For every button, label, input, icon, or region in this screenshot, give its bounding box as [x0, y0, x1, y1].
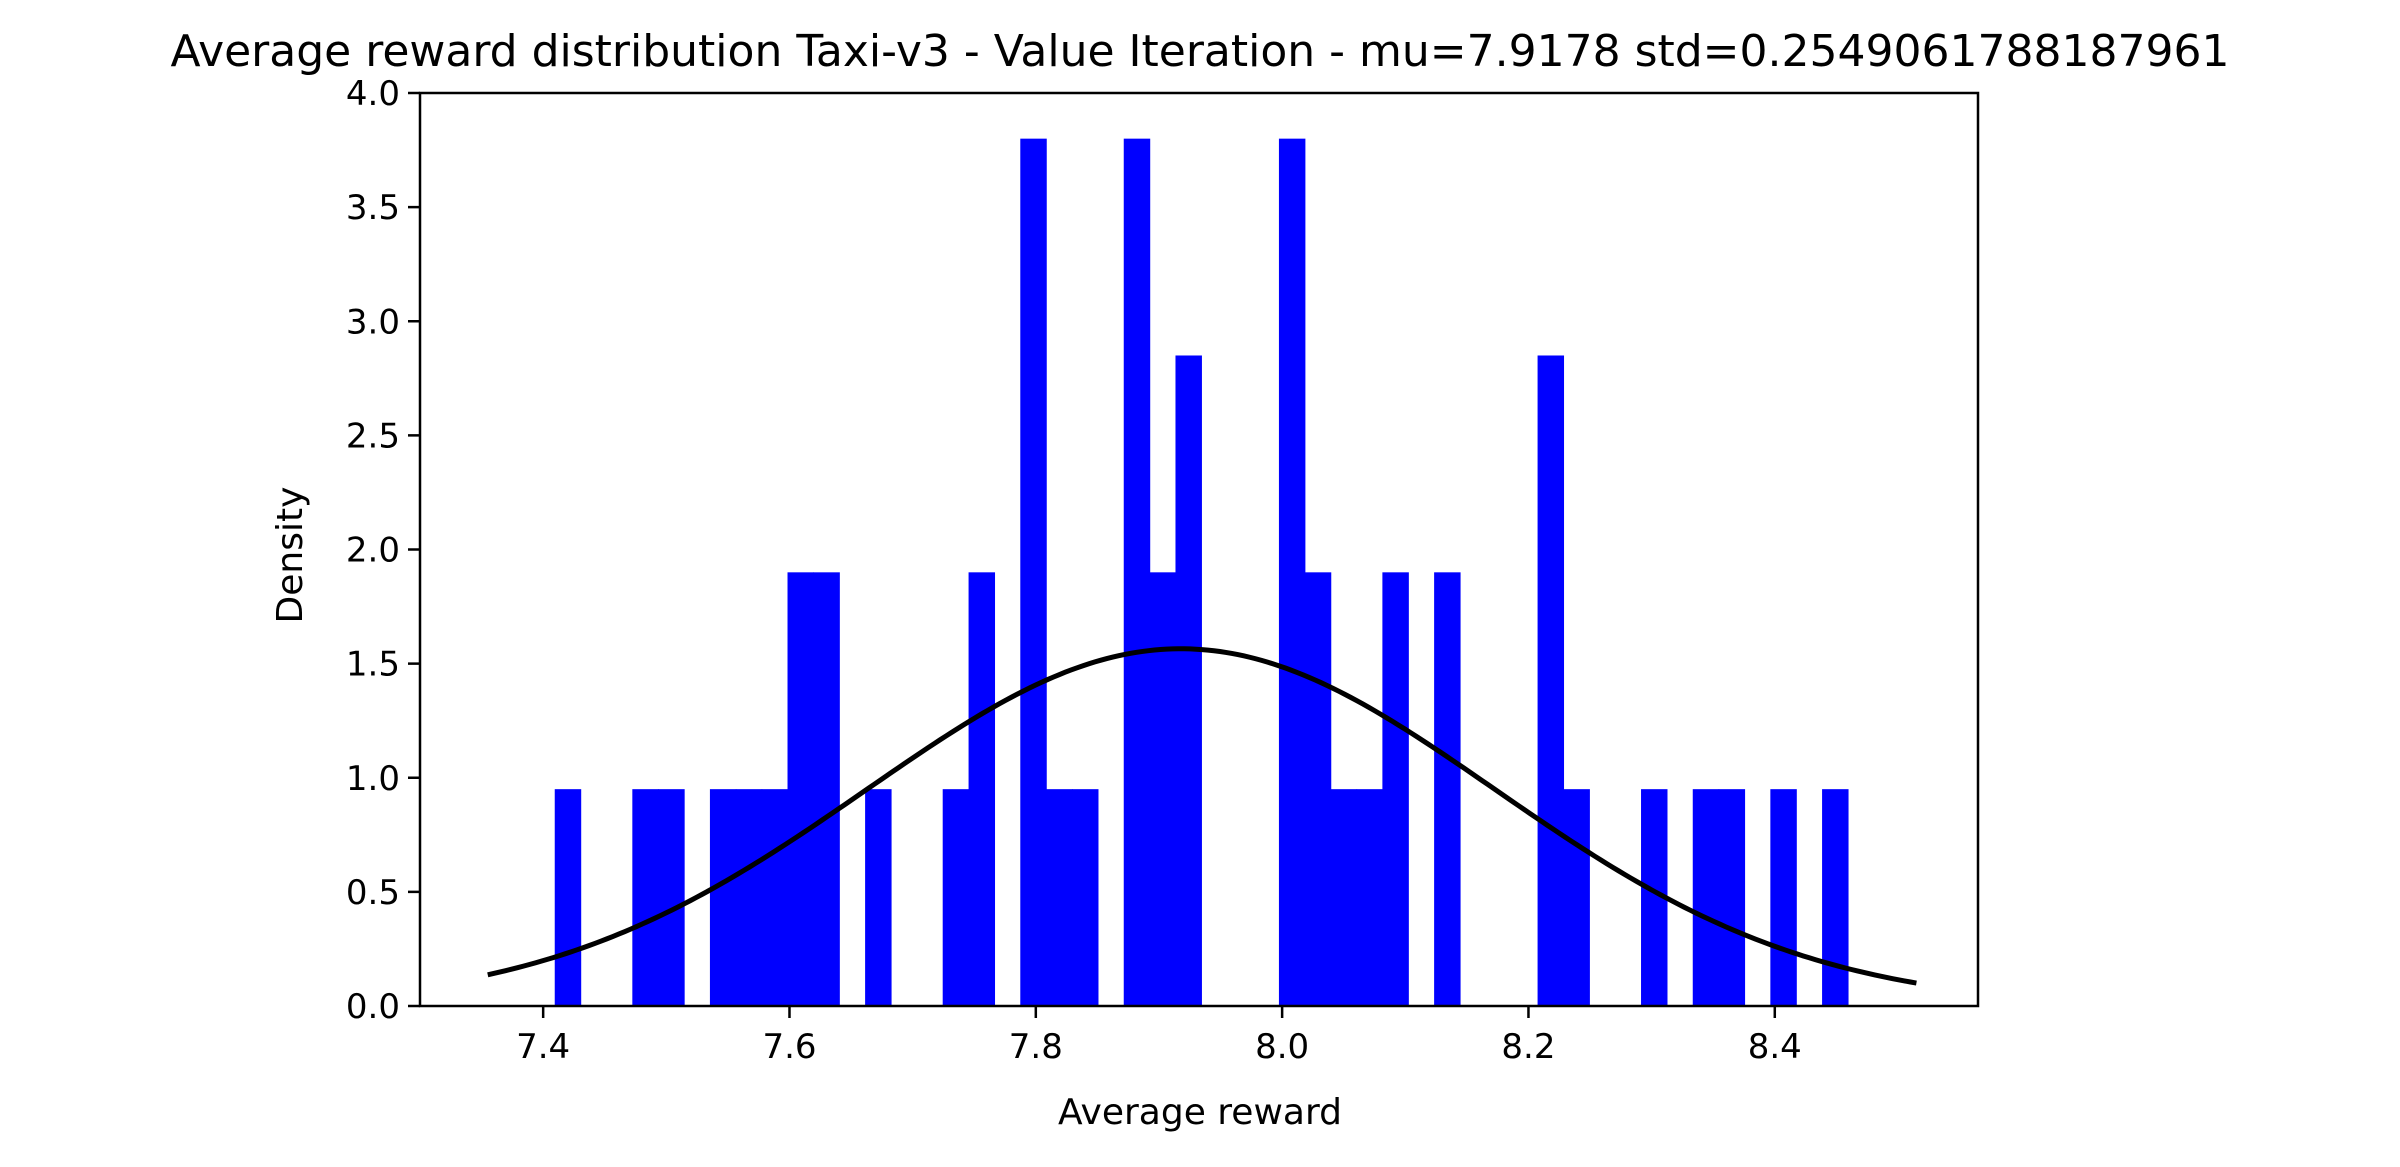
x-tick-label: 7.8 [1009, 1027, 1063, 1067]
histogram-bar [813, 572, 840, 1006]
histogram-bar [1304, 572, 1332, 1006]
y-tick-label: 1.0 [346, 759, 400, 799]
histogram-bar [865, 789, 892, 1006]
histogram-bar [1278, 138, 1306, 1006]
histogram-bar [1046, 789, 1073, 1006]
histogram-bar [1072, 789, 1099, 1006]
histogram-bar [1175, 355, 1202, 1006]
y-tick-label: 3.0 [346, 302, 400, 342]
chart-title: Average reward distribution Taxi-v3 - Va… [171, 26, 2230, 77]
histogram-bar [1330, 789, 1358, 1006]
y-tick-label: 0.5 [346, 873, 400, 913]
histogram-bar [1770, 789, 1797, 1006]
normal-fit-curve [487, 646, 1917, 986]
histogram-bar [1822, 789, 1849, 1006]
y-tick-label: 3.5 [346, 188, 400, 228]
y-tick-label: 4.0 [346, 74, 400, 114]
histogram-bar [658, 789, 685, 1006]
histogram-bar [709, 789, 737, 1006]
histogram-bar [1692, 789, 1720, 1006]
histogram-bar [787, 572, 814, 1006]
histogram-bar [761, 789, 789, 1006]
y-tick-label: 1.5 [346, 645, 400, 685]
x-tick-label: 8.0 [1255, 1027, 1309, 1067]
histogram-bar [632, 789, 659, 1006]
histogram-bar [942, 789, 970, 1006]
histogram-bar [1537, 355, 1565, 1006]
histogram-bar [735, 789, 763, 1006]
histogram-bar [1434, 572, 1461, 1006]
histogram-bar [1123, 138, 1151, 1006]
y-tick-label: 2.0 [346, 531, 400, 571]
x-tick-label: 7.4 [516, 1027, 570, 1067]
histogram-bar [1149, 572, 1177, 1006]
y-tick-label: 2.5 [346, 416, 400, 456]
x-tick-label: 8.4 [1748, 1027, 1802, 1067]
x-axis-label: Average reward [1058, 1092, 1342, 1133]
histogram-bar [1356, 789, 1383, 1006]
x-axis-ticks: 7.4 7.6 7.8 8.0 8.2 8.4 [516, 1006, 1802, 1067]
histogram-bar [968, 572, 996, 1006]
histogram-bars [554, 138, 1849, 1006]
x-tick-label: 8.2 [1501, 1027, 1555, 1067]
histogram-bar [1563, 789, 1590, 1006]
histogram-bar [1718, 789, 1746, 1006]
y-axis-ticks: 0.0 0.5 1.0 1.5 2.0 2.5 3.0 3.5 4.0 [346, 74, 420, 1027]
y-tick-label: 0.0 [346, 987, 400, 1027]
y-axis-label: Density [270, 487, 311, 624]
histogram-bar [1382, 572, 1409, 1006]
x-tick-label: 7.6 [762, 1027, 816, 1067]
histogram-bar [554, 789, 582, 1006]
histogram-bar [1020, 138, 1047, 1006]
